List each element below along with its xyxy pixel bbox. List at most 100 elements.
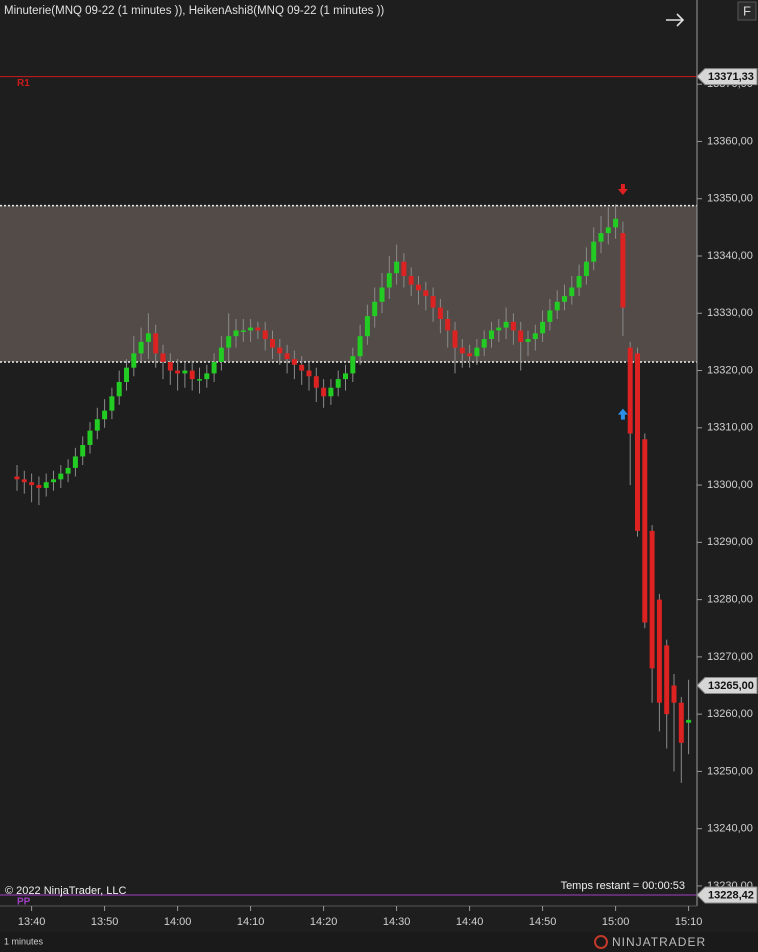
candle-body <box>613 218 619 228</box>
sell-signal <box>617 183 628 195</box>
candle-body <box>357 336 363 357</box>
candle-body <box>197 379 202 381</box>
x-tick-label: 14:20 <box>310 916 338 928</box>
candle-body <box>394 261 400 274</box>
candle-body <box>299 364 305 371</box>
y-tick-label: 13350,00 <box>707 193 753 205</box>
candle-body <box>240 330 246 332</box>
candle-body <box>328 387 334 397</box>
candle-body <box>459 347 465 354</box>
y-tick-label: 13280,00 <box>707 594 753 606</box>
brand-logo <box>594 935 608 949</box>
candle-body <box>167 361 173 371</box>
candle-body <box>591 241 597 262</box>
level-marker-label: 13228,42 <box>708 889 754 901</box>
candle-body <box>627 347 633 434</box>
candle-body <box>518 330 524 342</box>
candle-body <box>43 482 49 488</box>
y-tick-label: 13250,00 <box>707 765 753 777</box>
f-button[interactable]: F <box>743 3 751 18</box>
level-name: PP <box>17 897 31 908</box>
y-tick-label: 13300,00 <box>707 479 753 491</box>
x-tick-label: 13:50 <box>91 916 119 928</box>
candle-body <box>291 359 297 365</box>
candle-body <box>277 347 283 354</box>
candle-body <box>131 353 137 368</box>
candle-body <box>153 333 159 354</box>
candle-body <box>656 599 662 703</box>
candle-body <box>430 296 436 308</box>
timer: Temps restant = 00:00:53 <box>561 880 685 892</box>
candle-body <box>233 330 239 337</box>
candle-body <box>80 444 86 457</box>
candle-body <box>569 287 575 297</box>
plot-area: R1 PP <box>0 76 697 908</box>
candle-body <box>503 321 509 328</box>
candle-body <box>270 339 275 348</box>
candle-body <box>21 479 27 483</box>
level-name: R1 <box>17 78 30 89</box>
candle-body <box>642 439 648 623</box>
x-tick-label: 14:30 <box>383 916 411 928</box>
candle-body <box>65 467 71 474</box>
candle-body <box>306 370 312 377</box>
candle-body <box>416 284 421 291</box>
candle-body <box>189 370 195 380</box>
expand-arrow[interactable] <box>666 13 685 27</box>
candle-body <box>379 287 385 302</box>
status-bar <box>0 932 758 952</box>
candle-body <box>364 316 370 337</box>
candle-body <box>36 485 42 488</box>
candle-body <box>138 341 144 354</box>
y-tick-label: 13340,00 <box>707 250 753 262</box>
candle-body <box>540 321 546 334</box>
y-tick-label: 13270,00 <box>707 651 753 663</box>
candle-body <box>481 339 487 348</box>
x-tick-label: 14:10 <box>237 916 265 928</box>
candle-body <box>583 261 589 277</box>
candle-body <box>218 347 224 362</box>
y-tick-label: 13330,00 <box>707 307 753 319</box>
y-tick-label: 13260,00 <box>707 708 753 720</box>
zone <box>0 205 697 362</box>
candle-body <box>284 353 290 360</box>
y-tick-label: 13320,00 <box>707 364 753 376</box>
candle-body <box>562 296 567 302</box>
f-button-box[interactable] <box>737 1 757 21</box>
candle-body <box>262 330 268 340</box>
candle-body <box>423 290 429 297</box>
candle-body <box>204 373 210 380</box>
candle-body <box>87 430 93 445</box>
candle-body <box>474 347 480 357</box>
candle-body <box>547 310 553 322</box>
x-tick-label: 14:50 <box>529 916 557 928</box>
candle-body <box>29 482 35 486</box>
x-tick-label: 13:40 <box>18 916 46 928</box>
candle-body <box>51 479 56 483</box>
last-price-marker-label: 13265,00 <box>708 680 754 692</box>
chart-title: Minuterie(MNQ 09-22 (1 minutes )), Heike… <box>4 5 384 17</box>
candle-body <box>124 367 129 382</box>
candle-body <box>160 353 166 362</box>
candle-body <box>116 381 122 397</box>
x-tick-label: 15:00 <box>602 916 630 928</box>
candle-body <box>576 276 582 288</box>
candle-body <box>335 379 341 388</box>
y-tick-label: 13310,00 <box>707 422 753 434</box>
candle-body <box>109 396 115 411</box>
y-tick-label: 13290,00 <box>707 536 753 548</box>
x-tick-label: 14:40 <box>456 916 484 928</box>
level-marker-label: 13371,33 <box>708 71 754 83</box>
x-tick-label: 15:10 <box>675 916 703 928</box>
y-tick-label: 13240,00 <box>707 823 753 835</box>
last-price-marker-box <box>696 677 758 695</box>
level-marker-box <box>696 68 758 86</box>
candle-body <box>649 530 655 669</box>
candle-body <box>102 410 108 420</box>
candle-body <box>686 719 692 723</box>
candle-body <box>664 645 670 715</box>
candle-body <box>445 318 451 331</box>
candle-body <box>452 330 458 348</box>
candle-body <box>72 456 78 468</box>
